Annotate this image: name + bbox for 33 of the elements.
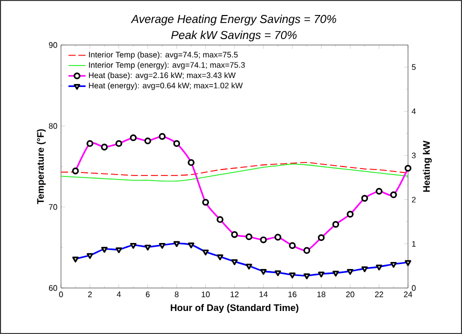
x-tick-label: 4 xyxy=(116,292,121,298)
y-tick-label: 80 xyxy=(48,123,58,129)
x-tick-label: 22 xyxy=(375,292,384,298)
chart-subtitle: Peak kW Savings = 70% xyxy=(171,30,297,42)
x-tick-label: 14 xyxy=(260,292,268,298)
y2-tick-label: 5 xyxy=(412,64,416,70)
y-tick-label: 60 xyxy=(48,285,58,291)
x-tick-label: 10 xyxy=(202,292,210,298)
chart-title: Average Heating Energy Savings = 70% xyxy=(130,14,336,26)
x-tick-label: 2 xyxy=(88,292,92,298)
x-tick-label: 8 xyxy=(174,292,179,298)
y2-tick-label: 3 xyxy=(412,152,416,158)
legend-label: Interior Temp (base): avg=74.5; max=75.5 xyxy=(89,52,238,60)
legend-label: Interior Temp (energy): avg=74.1; max=75.3 xyxy=(89,62,245,70)
y2-axis-title: Heating kW xyxy=(422,140,432,192)
y2-tick-label: 4 xyxy=(412,108,416,114)
x-tick-label: 16 xyxy=(288,292,296,298)
x-tick-label: 0 xyxy=(59,292,63,298)
x-tick-label: 18 xyxy=(317,292,326,298)
x-tick-label: 12 xyxy=(230,292,239,298)
x-tick-label: 20 xyxy=(346,292,354,298)
x-axis-title: Hour of Day (Standard Time) xyxy=(170,304,298,313)
x-tick-label: 24 xyxy=(404,292,412,298)
y-tick-label: 70 xyxy=(48,204,58,210)
legend-label: Heat (energy): avg=0.64 kW; max=1.02 kW xyxy=(89,82,243,90)
y-axis-title: Temperature (°F) xyxy=(36,129,46,204)
legend-label: Heat (base): avg=2.16 kW; max=3.43 kW xyxy=(89,72,236,80)
y2-tick-label: 1 xyxy=(412,241,416,247)
line-series xyxy=(61,164,408,182)
x-tick-label: 6 xyxy=(146,292,150,298)
y-tick-label: 90 xyxy=(48,42,58,48)
y2-tick-label: 2 xyxy=(412,196,416,202)
y2-tick-label: 0 xyxy=(412,285,416,291)
